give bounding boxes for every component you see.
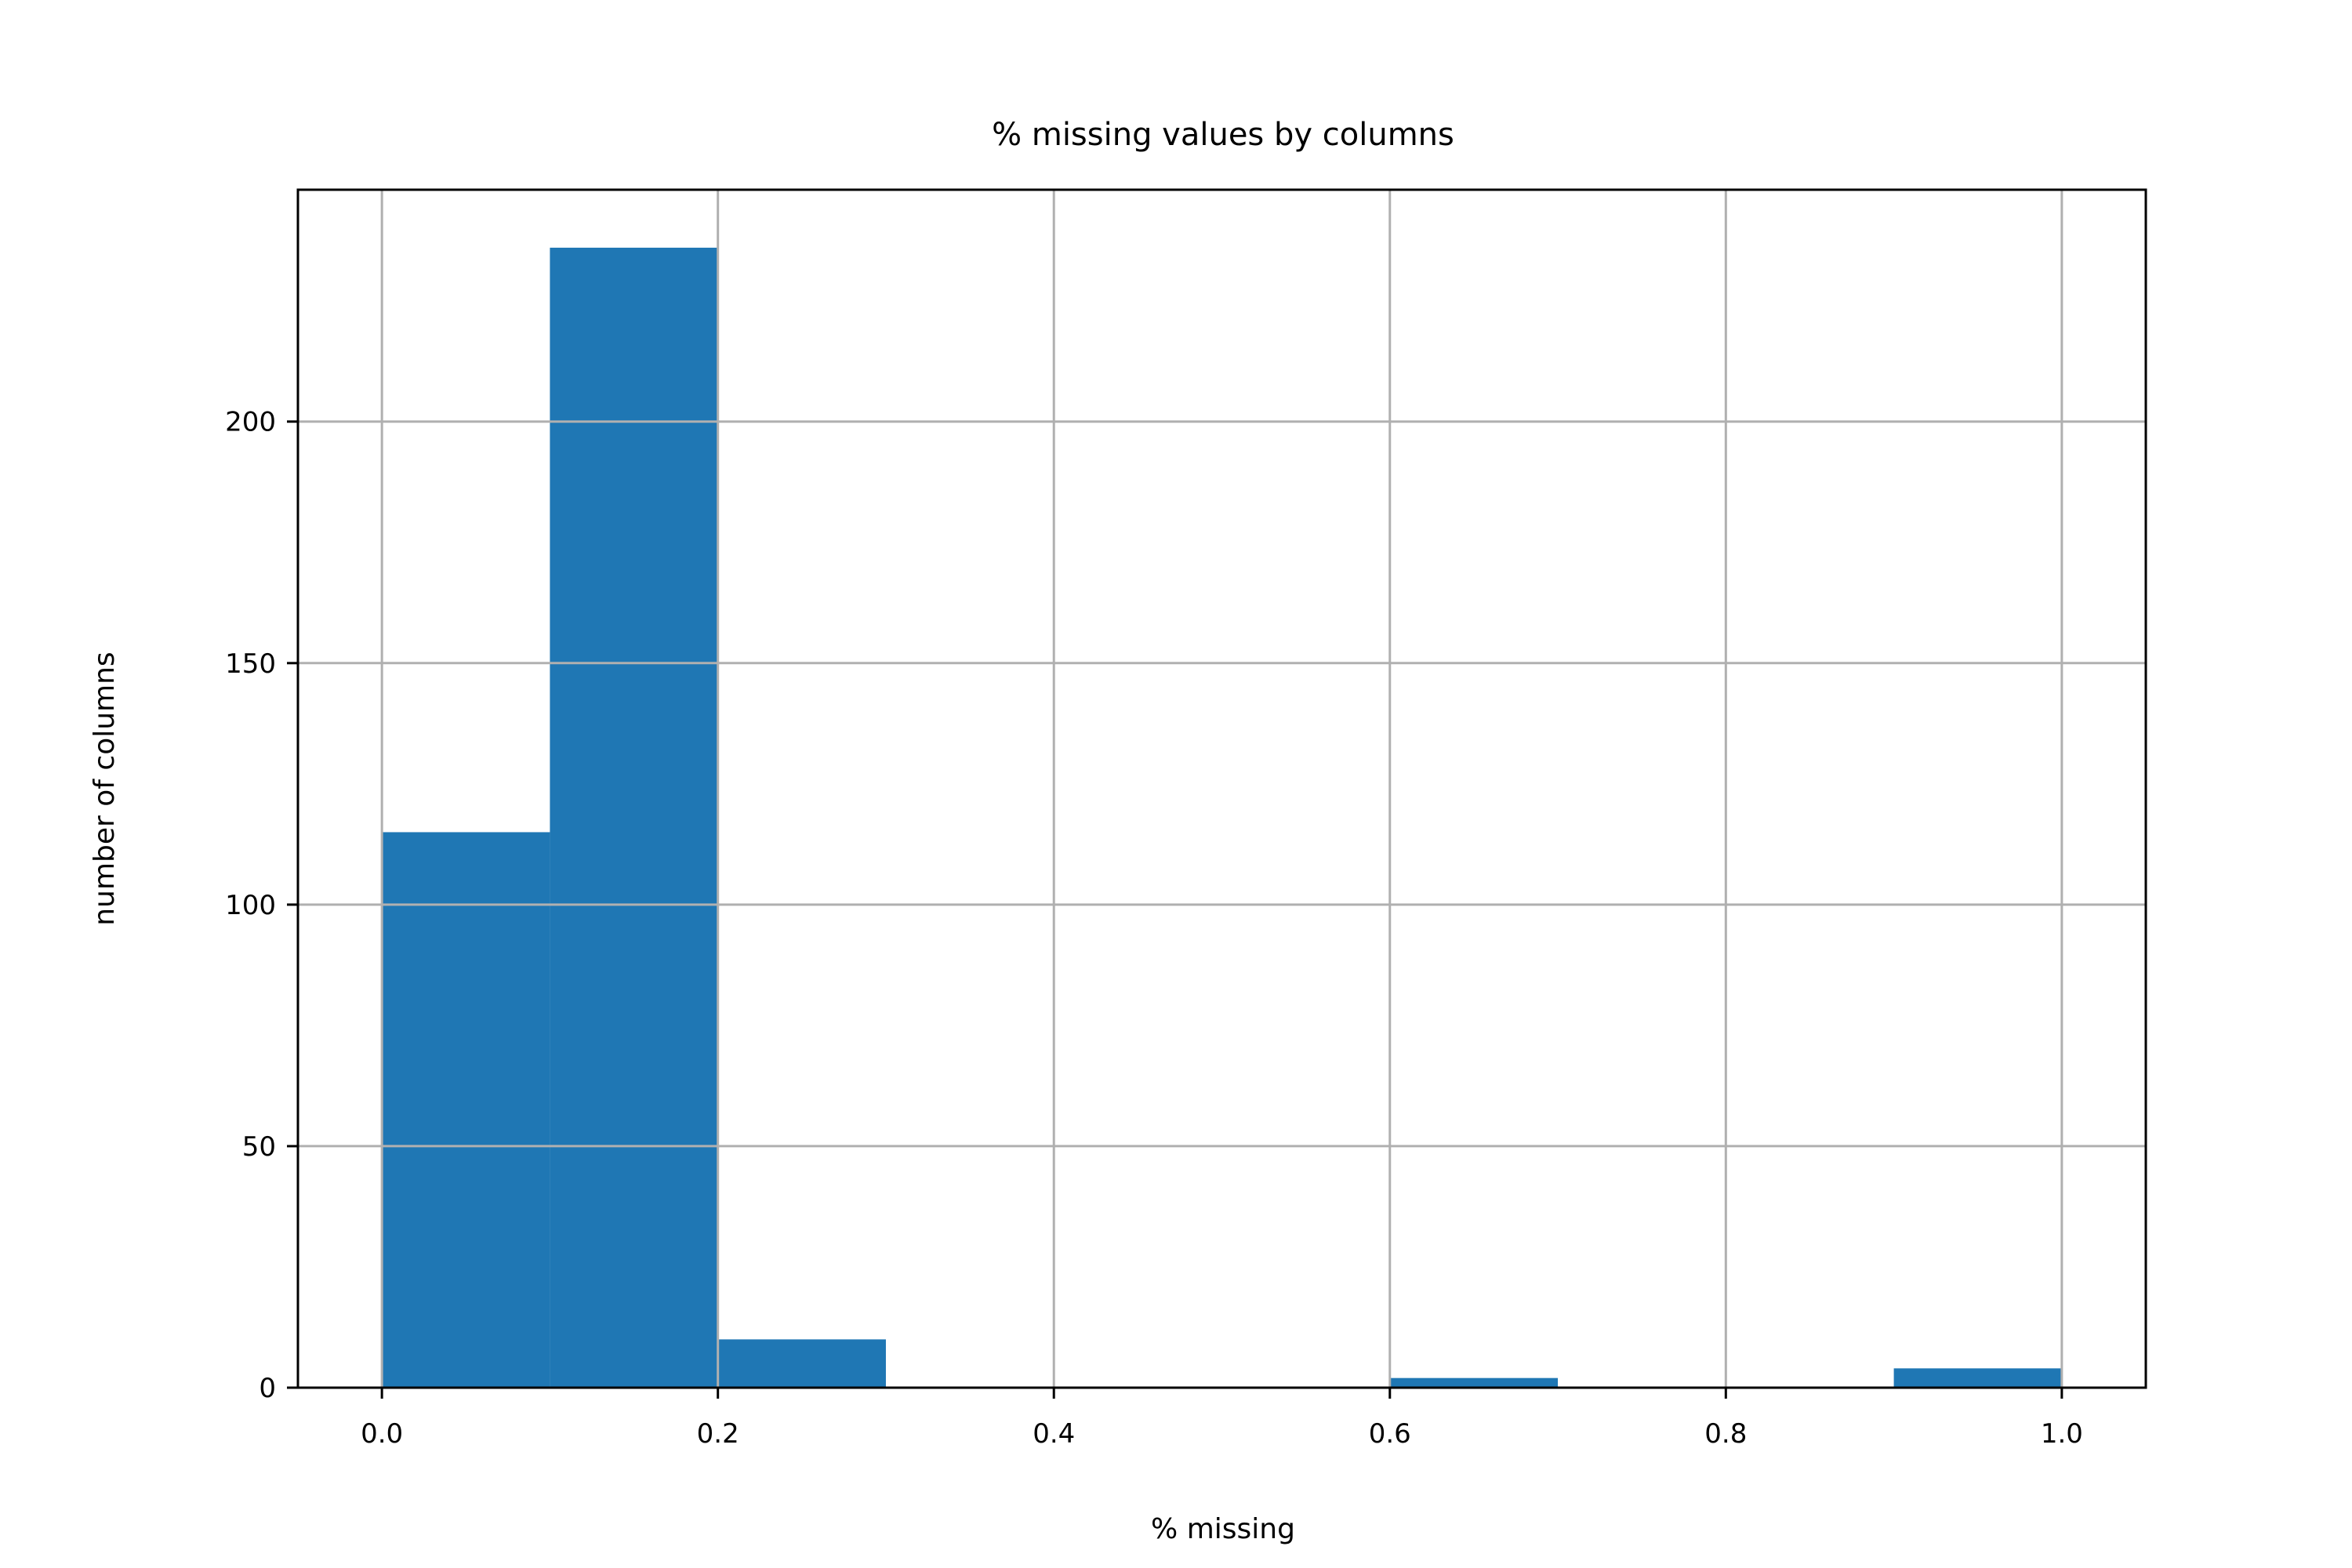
histogram-bar <box>550 247 718 1388</box>
x-tick-label: 0.2 <box>697 1418 739 1450</box>
histogram-bars <box>382 247 2062 1388</box>
y-axis-ticks: 0 50 100 150 200 <box>225 407 298 1404</box>
y-axis-label: number of columns <box>89 652 121 925</box>
x-tick-label: 0.6 <box>1369 1418 1411 1450</box>
histogram-bar <box>382 832 550 1388</box>
y-tick-label: 100 <box>225 890 276 921</box>
chart-title: % missing values by columns <box>992 117 1454 153</box>
y-tick-label: 200 <box>225 407 276 438</box>
y-tick-label: 0 <box>259 1373 276 1404</box>
x-axis-ticks: 0.0 0.2 0.4 0.6 0.8 1.0 <box>361 1388 2083 1450</box>
x-tick-label: 0.0 <box>361 1418 403 1450</box>
x-tick-label: 1.0 <box>2041 1418 2083 1450</box>
x-tick-label: 0.4 <box>1033 1418 1075 1450</box>
x-axis-label: % missing <box>1151 1513 1295 1545</box>
y-tick-label: 150 <box>225 648 276 680</box>
histogram-bar <box>1893 1368 2062 1388</box>
x-tick-label: 0.8 <box>1704 1418 1747 1450</box>
histogram-bar <box>717 1339 886 1388</box>
plot-frame <box>296 188 2147 1389</box>
histogram-bar <box>1389 1377 1559 1388</box>
y-tick-label: 50 <box>242 1131 276 1163</box>
